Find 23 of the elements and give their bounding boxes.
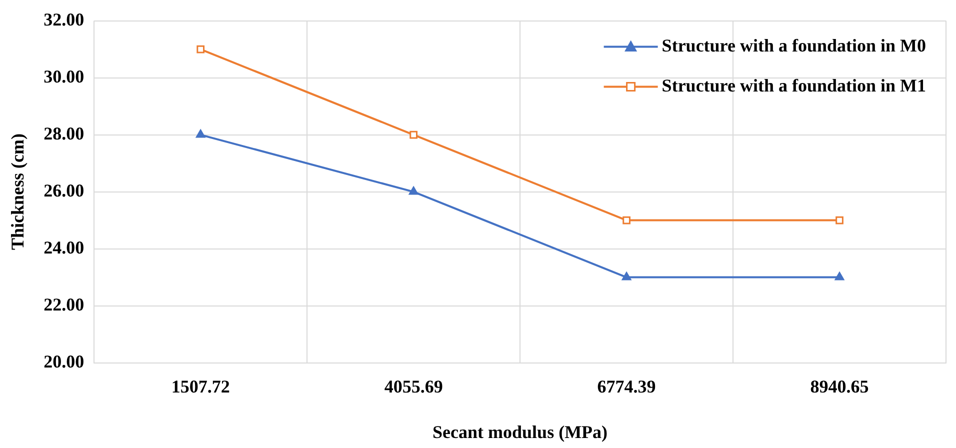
point <box>622 216 630 224</box>
x-tick-label: 4055.69 <box>384 376 443 396</box>
x-tick-label: 6774.39 <box>597 376 656 396</box>
y-tick-label: 32.00 <box>44 9 84 30</box>
legend-label: Structure with a foundation in M0 <box>662 35 926 56</box>
y-tick-label: 28.00 <box>44 123 84 144</box>
point <box>622 272 632 280</box>
y-tick-label: 24.00 <box>44 237 84 258</box>
point <box>410 130 418 139</box>
x-tick-label: 8940.65 <box>810 376 869 396</box>
y-axis-title: Thickness (cm) <box>7 134 28 250</box>
x-axis-title: Secant modulus (MPa) <box>432 422 608 442</box>
point <box>196 45 205 54</box>
point <box>408 186 418 195</box>
x-tick-label: 1507.72 <box>171 376 230 396</box>
point <box>834 272 844 280</box>
y-tick-label: 26.00 <box>44 180 84 200</box>
legend-label: Structure with a foundation in M1 <box>662 75 926 96</box>
point <box>196 130 206 138</box>
y-tick-label: 20.00 <box>44 351 84 372</box>
y-tick-label: 22.00 <box>44 294 84 314</box>
point <box>836 216 844 224</box>
y-tick-label: 30.00 <box>44 66 84 86</box>
